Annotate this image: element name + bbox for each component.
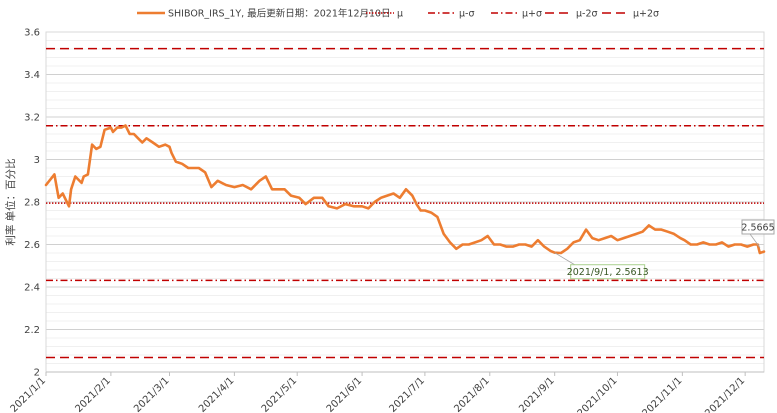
y-tick-label: 2 [34, 368, 40, 379]
callout-label: 2.5665 [741, 223, 774, 234]
legend-label: μ [397, 9, 403, 20]
y-tick-label: 3.6 [24, 28, 40, 39]
series-layer [44, 124, 766, 255]
y-tick-label: 3.2 [24, 113, 40, 124]
y-tick-label: 3.4 [24, 70, 40, 81]
legend-label: μ+σ [522, 9, 542, 20]
reference-lines [46, 47, 764, 359]
annotations: 2021/9/1, 2.5613 2.5665 [554, 219, 775, 280]
y-tick-label: 2.6 [24, 240, 40, 251]
callout-box [741, 219, 775, 235]
callout-leader [749, 233, 761, 248]
gridlines [46, 31, 764, 373]
y-tick-label: 2.4 [24, 283, 40, 294]
y-tick-label: 2.8 [24, 198, 40, 209]
y-tick-label: 3 [34, 155, 40, 166]
legend: SHIBOR_IRS_1Y, 最后更新日期：2021年12月10日 μ μ-σ μ+σ… [137, 8, 659, 20]
callout-box [570, 264, 646, 280]
legend-label: μ-2σ [576, 9, 598, 20]
callout-leader [554, 252, 575, 266]
legend-label: SHIBOR_IRS_1Y, 最后更新日期：2021年12月10日 [168, 8, 391, 20]
y-axis-title: 利率 单位：百分比 [4, 158, 17, 245]
y-tick-label: 2.2 [24, 325, 40, 336]
callout-label: 2021/9/1, 2.5613 [567, 267, 649, 278]
legend-label: μ+2σ [633, 9, 659, 20]
series-line [44, 124, 766, 255]
legend-label: μ-σ [459, 9, 475, 20]
